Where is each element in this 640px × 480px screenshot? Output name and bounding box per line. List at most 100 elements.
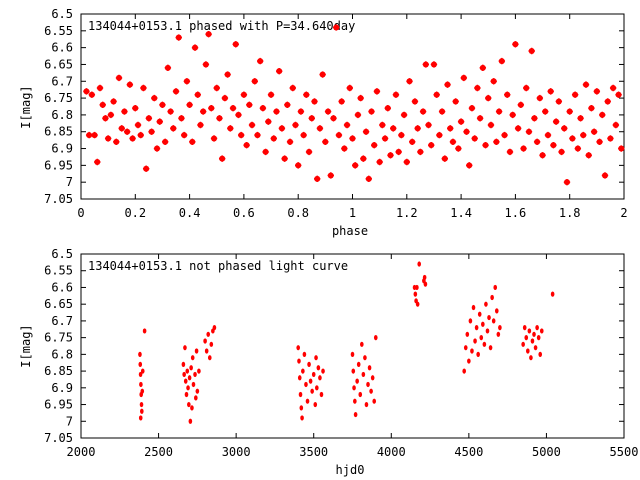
unphased-data-point (370, 375, 375, 381)
phased-data-point (390, 125, 397, 132)
unphased-data-point (183, 345, 187, 351)
unphased-data-point (535, 325, 539, 331)
phased-data-point (406, 78, 413, 85)
phased-x-tick-label: 0.6 (233, 206, 255, 220)
phased-x-tick-label: 0 (77, 206, 84, 220)
phased-data-point (259, 104, 267, 112)
unphased-data-point (209, 341, 214, 347)
phased-data-point (411, 98, 419, 105)
phased-data-point (588, 104, 595, 112)
phased-data-point (490, 78, 497, 85)
phased-data-point (243, 141, 250, 149)
unphased-data-point (470, 348, 474, 354)
phased-data-point (376, 158, 383, 166)
phased-data-point (482, 141, 489, 149)
phased-data-point (409, 138, 416, 146)
phased-data-point (528, 47, 535, 55)
unphased-data-point (305, 398, 310, 404)
phased-data-point (392, 91, 400, 98)
phased-data-point (343, 121, 351, 129)
unphased-data-point (212, 325, 217, 331)
unphased-data-point (487, 314, 491, 321)
phased-data-point (167, 108, 174, 115)
phased-data-point (607, 135, 614, 142)
phased-data-point (596, 138, 603, 146)
unphased-data-point (297, 375, 302, 381)
unphased-data-point (189, 365, 193, 371)
phased-data-point (229, 104, 237, 112)
phased-data-point (142, 165, 150, 172)
phased-x-tick-label: 1.4 (450, 206, 472, 220)
phased-data-point (270, 135, 277, 142)
phased-data-point (126, 81, 134, 88)
phased-x-tick-label: 2 (620, 206, 627, 220)
phased-x-tick-label: 1.8 (559, 206, 581, 220)
unphased-data-point (491, 318, 496, 324)
phased-y-tick-label: 6.7 (51, 74, 73, 88)
unphased-data-point (190, 405, 194, 411)
phased-data-point (237, 131, 245, 139)
phased-data-point (85, 131, 93, 139)
unphased-data-point (536, 335, 541, 341)
phased-data-point (324, 108, 332, 115)
unphased-data-point (463, 345, 468, 351)
phased-data-point (425, 121, 432, 129)
unphased-data-point (482, 341, 487, 347)
phased-data-point (542, 108, 549, 115)
phased-data-point (129, 135, 136, 142)
unphased-data-point (138, 351, 142, 357)
phased-data-point (191, 44, 199, 51)
phased-data-point (172, 88, 180, 95)
phased-data-point (612, 121, 620, 129)
phased-data-point (94, 158, 101, 166)
unphased-data-point (473, 338, 477, 344)
unphased-data-point (140, 388, 145, 394)
unphased-data-point (183, 378, 188, 384)
phased-data-point (286, 138, 294, 146)
phased-data-point (414, 125, 421, 132)
phased-data-point (571, 91, 579, 98)
unphased-data-point (367, 365, 372, 371)
phased-data-point (156, 118, 163, 125)
phased-data-point (403, 158, 410, 166)
unphased-data-point (361, 371, 366, 378)
phased-data-point (335, 131, 343, 139)
phased-data-point (205, 30, 212, 38)
unphased-data-point (203, 338, 207, 344)
unphased-data-point (494, 308, 499, 314)
phased-data-point (512, 41, 519, 48)
phased-data-point (107, 111, 115, 119)
phased-data-point (368, 108, 375, 115)
unphased-data-point (485, 328, 490, 334)
phased-y-tick-label: 6.9 (51, 142, 73, 156)
unphased-data-point (184, 391, 189, 398)
phased-data-point (289, 84, 296, 92)
phased-data-point (609, 84, 617, 92)
unphased-data-point (350, 351, 355, 357)
unphased-x-tick-label: 3500 (299, 445, 328, 459)
phased-data-point (183, 78, 191, 85)
unphased-data-point (307, 361, 311, 367)
unphased-data-point (476, 351, 480, 357)
phased-data-point (197, 121, 204, 129)
phased-data-point (373, 88, 381, 95)
phased-x-tick-label: 1.2 (396, 206, 418, 220)
unphased-data-point (191, 381, 196, 388)
unphased-data-point (529, 355, 533, 361)
unphased-data-point (142, 328, 147, 334)
unphased-x-tick-label: 5000 (532, 445, 561, 459)
unphased-y-ticks: 6.5 6.55 6.6 6.65 6.7 6.75 6.8 6.85 6.9 6.95 7 7.05 (44, 247, 624, 445)
phased-data-point (498, 57, 506, 65)
phased-data-point (422, 61, 430, 68)
phased-data-point (357, 94, 364, 102)
unphased-data-point (539, 328, 544, 334)
unphased-x-tick-label: 2000 (67, 445, 96, 459)
phased-data-point (517, 101, 525, 109)
unphased-data-point (313, 401, 318, 408)
phased-data-point (449, 138, 457, 146)
phased-data-point (444, 81, 451, 88)
unphased-data-point (139, 381, 143, 388)
phased-data-point (558, 148, 565, 156)
phased-data-point (615, 91, 622, 98)
phased-data-point (398, 131, 405, 139)
